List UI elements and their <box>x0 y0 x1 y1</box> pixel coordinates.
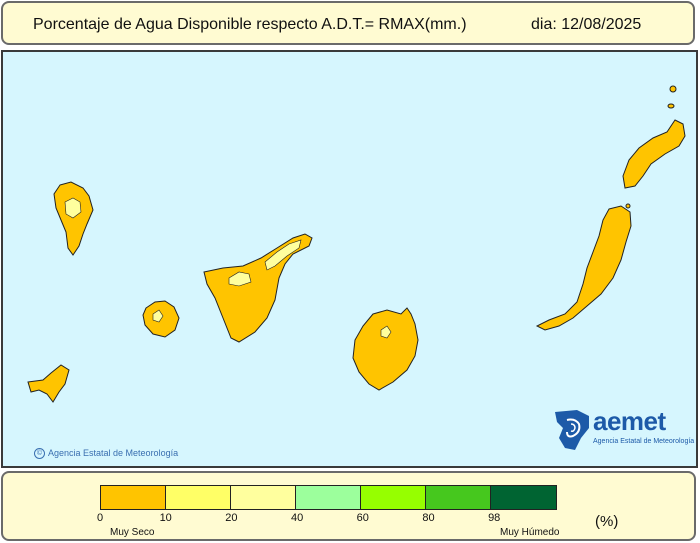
legend-tick-80: 80 <box>422 512 435 524</box>
legend-low-label: Muy Seco <box>110 527 155 538</box>
island-la-palma <box>53 181 94 256</box>
copyright-notice: © Agencia Estatal de Meteorología <box>34 448 179 460</box>
legend-high-label: Muy Húmedo <box>500 527 560 538</box>
legend-tick-60: 60 <box>356 512 369 524</box>
patch-la-palma-summit <box>64 197 82 219</box>
island-lanzarote <box>622 119 686 189</box>
map-area: © Agencia Estatal de Meteorología aemet A… <box>1 50 698 468</box>
legend-tick-20: 20 <box>225 512 238 524</box>
island-fuerteventura <box>535 205 632 331</box>
aemet-logo-icon <box>555 410 589 450</box>
aemet-logo-text: aemet <box>593 406 666 436</box>
map-header: Porcentaje de Agua Disponible respecto A… <box>1 1 695 45</box>
islet-alegranza <box>669 85 677 93</box>
map-title: Porcentaje de Agua Disponible respecto A… <box>33 16 467 33</box>
legend-swatch-2 <box>231 486 296 509</box>
legend-color-scale <box>100 485 557 510</box>
islet-montana-clara <box>667 103 675 109</box>
copyright-icon: © <box>34 448 45 460</box>
legend-tick-10: 10 <box>159 512 172 524</box>
legend-tick-40: 40 <box>290 512 304 524</box>
legend-tick-98: 98 <box>488 512 501 524</box>
map-date: dia: 12/08/2025 <box>531 16 642 33</box>
islet-lobos <box>625 203 631 209</box>
legend-swatch-4 <box>361 486 426 509</box>
aemet-logo-subtitle: Agencia Estatal de Meteorología <box>593 438 695 445</box>
legend-tick-0: 0 <box>96 512 104 524</box>
patch-la-gomera-summit <box>152 309 164 323</box>
island-gran-canaria <box>352 307 419 391</box>
legend-swatch-0 <box>101 486 166 509</box>
island-el-hierro <box>27 364 70 403</box>
legend-swatch-1 <box>166 486 231 509</box>
legend-swatch-3 <box>296 486 361 509</box>
patch-tenerife-ridge <box>264 239 302 271</box>
canary-islands-map <box>27 85 686 450</box>
patch-gran-canaria-summit <box>380 325 392 339</box>
island-tenerife <box>203 233 313 343</box>
patch-tenerife-teide <box>228 271 252 287</box>
legend-swatch-6 <box>491 486 556 509</box>
legend-swatch-5 <box>426 486 491 509</box>
legend-units: (%) <box>595 513 619 530</box>
legend-panel: 0 10 20 40 60 80 98 Muy Seco Muy Húmedo (%) <box>1 471 696 541</box>
copyright-text: Agencia Estatal de Meteorología <box>48 448 179 458</box>
